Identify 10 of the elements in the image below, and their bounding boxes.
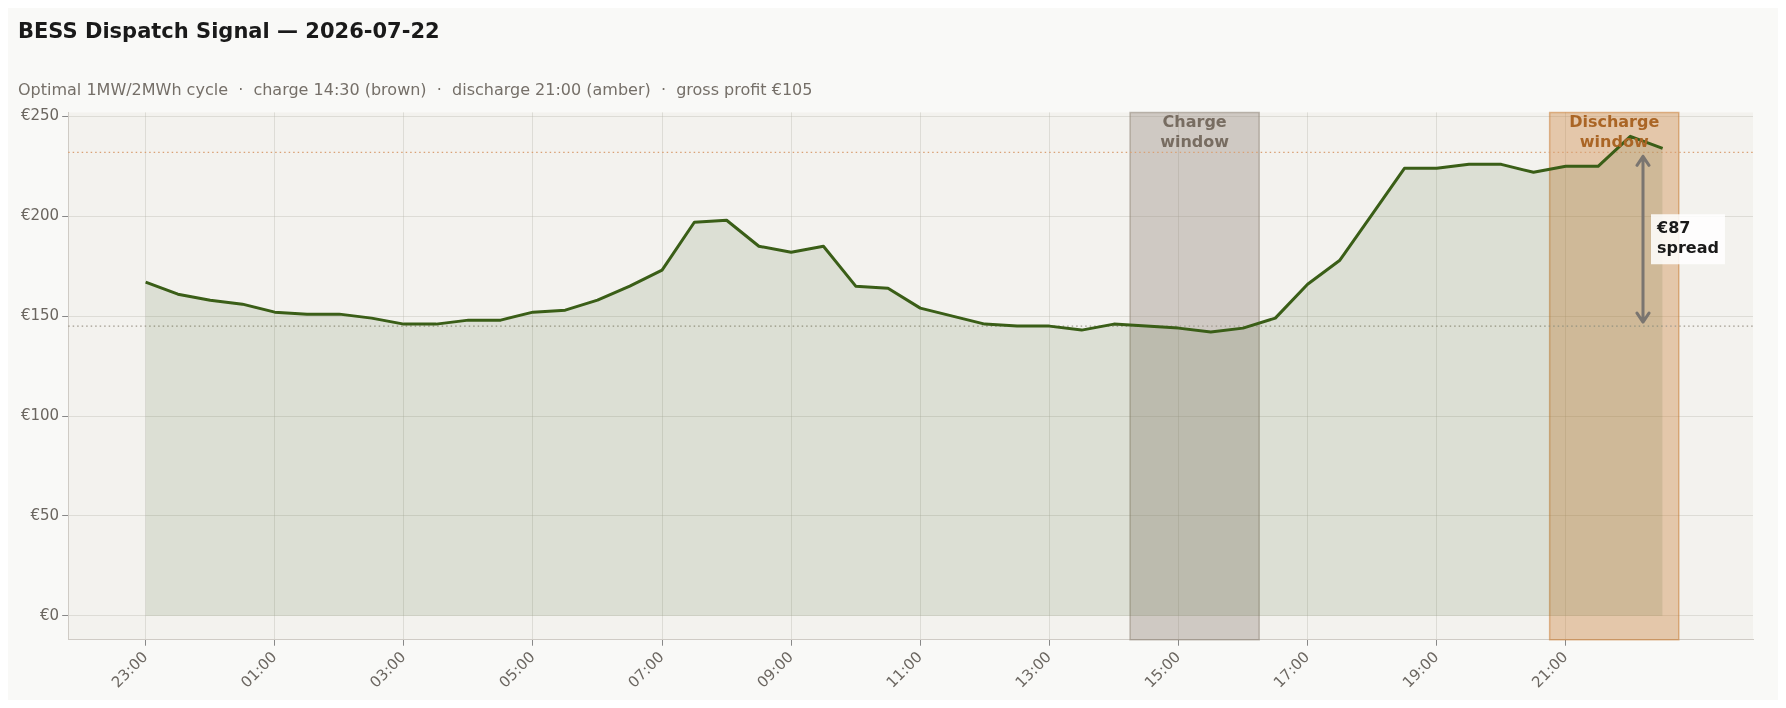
y-tick-label: €0: [40, 605, 60, 624]
chart-title: BESS Dispatch Signal — 2026-07-22: [18, 19, 440, 44]
y-tick-label: €250: [20, 106, 60, 125]
y-tick-label: €100: [20, 405, 60, 424]
y-tick-label: €50: [30, 505, 60, 524]
band-label: Charge window: [1160, 111, 1230, 151]
annotation: €87 spread: [1656, 218, 1719, 258]
y-tick-label: €150: [20, 306, 60, 325]
chart-subtitle: Optimal 1MW/2MWh cycle · charge 14:30 (brown) · discharge 21:00 (amber) · gross profit €105: [18, 79, 813, 99]
y-tick-label: €200: [20, 206, 60, 225]
